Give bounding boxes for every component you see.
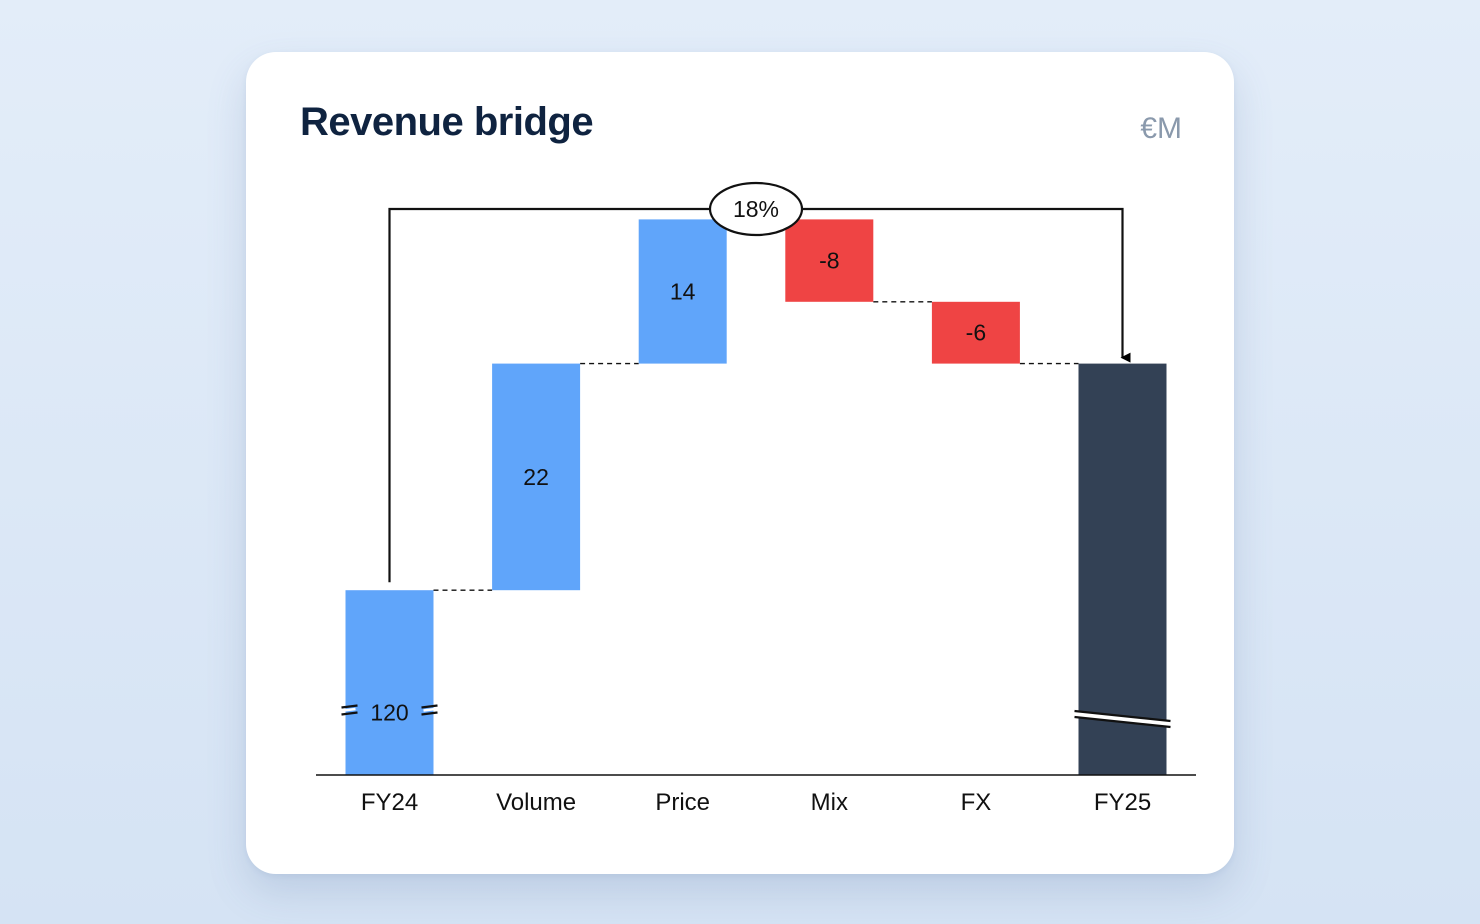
axis-break-gap [1074, 711, 1171, 727]
x-tick-label: FY24 [361, 789, 418, 816]
change-bubble [708, 181, 804, 237]
axis-break-gap [343, 707, 356, 712]
bar-fy25 [1078, 363, 1167, 775]
x-tick-label: Mix [811, 789, 848, 816]
data-label-price: 14 [670, 279, 696, 305]
unit-label: €M [1140, 112, 1182, 145]
axis-break-mark [1074, 709, 1171, 723]
bar-fy24 [345, 590, 434, 775]
bar-price [638, 219, 727, 364]
x-tick-label: FY25 [1094, 789, 1151, 816]
x-tick-label: Price [655, 789, 710, 816]
waterfall-chart: 120 22 14 -8 -6 FY24 Volume Price Mix FX FY25 18% [316, 181, 1196, 816]
axis-break-mark [1074, 715, 1171, 729]
x-tick-label: FX [961, 789, 992, 816]
axis-break-mark [421, 704, 438, 716]
chart-card: Revenue bridge €M 120 22 14 -8 -6 FY24 Volume P… [246, 52, 1234, 874]
data-label-volume: 22 [523, 464, 549, 490]
bar-mix [785, 219, 874, 302]
data-label-fy24: 120 [370, 700, 408, 726]
chart-title: Revenue bridge [300, 100, 594, 144]
data-label-fx: -6 [966, 320, 986, 346]
change-label: 18% [733, 196, 779, 222]
data-label-mix: -8 [819, 248, 839, 274]
axis-break-mark [341, 704, 358, 716]
bar-volume [492, 363, 581, 591]
bar-fx [931, 301, 1020, 364]
x-tick-label: Volume [496, 789, 576, 816]
axis-break-gap [423, 707, 436, 712]
